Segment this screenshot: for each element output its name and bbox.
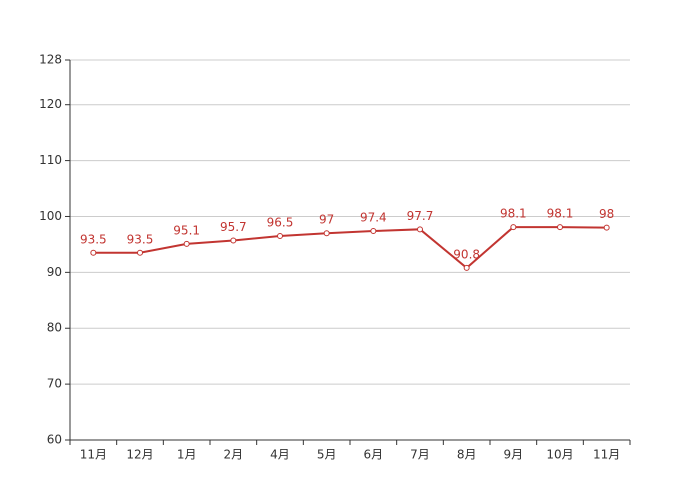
value-label: 93.5	[127, 232, 154, 246]
point	[557, 224, 563, 231]
x-tick-label: 12月	[126, 448, 153, 462]
value-label: 98.1	[547, 207, 574, 221]
point	[183, 240, 190, 247]
point	[90, 249, 97, 256]
x-tick-label: 2月	[224, 448, 244, 462]
point	[463, 264, 470, 271]
value-label: 98	[599, 207, 614, 221]
x-tick-label: 6月	[364, 448, 384, 462]
value-label: 97.7	[407, 209, 434, 223]
x-tick-label: 4月	[270, 448, 290, 462]
point	[230, 237, 237, 244]
x-tick-label: 5月	[317, 448, 337, 462]
value-label: 97	[319, 213, 334, 227]
point	[277, 233, 283, 240]
y-tick-label: 128	[39, 53, 62, 67]
x-tick-label: 1月	[177, 448, 197, 462]
x-tick-label: 11月	[80, 448, 107, 462]
value-label: 95.7	[220, 220, 247, 234]
point	[417, 226, 423, 233]
point	[137, 249, 143, 256]
point	[603, 224, 610, 231]
y-tick-label: 60	[47, 433, 62, 447]
y-tick-label: 90	[47, 265, 62, 279]
y-tick-label: 120	[39, 97, 62, 111]
point	[323, 230, 330, 237]
x-tick-label: 11月	[593, 448, 620, 462]
point	[510, 224, 517, 231]
value-label: 93.5	[80, 232, 107, 246]
value-label: 90.8	[453, 247, 480, 261]
y-tick-label: 70	[47, 377, 62, 391]
x-tick-label: 9月	[504, 448, 524, 462]
point	[370, 228, 377, 234]
y-tick-label: 100	[39, 209, 62, 223]
x-tick-label: 7月	[410, 448, 430, 462]
value-label: 97.4	[360, 211, 387, 225]
x-tick-label: 8月	[457, 448, 477, 462]
y-tick-label: 80	[47, 321, 62, 335]
value-label: 98.1	[500, 207, 527, 221]
line	[93, 226, 607, 270]
x-tick-label: 10月	[546, 448, 573, 462]
value-label: 96.5	[267, 216, 294, 230]
value-label: 95.1	[173, 223, 200, 237]
y-tick-label: 110	[39, 153, 62, 167]
